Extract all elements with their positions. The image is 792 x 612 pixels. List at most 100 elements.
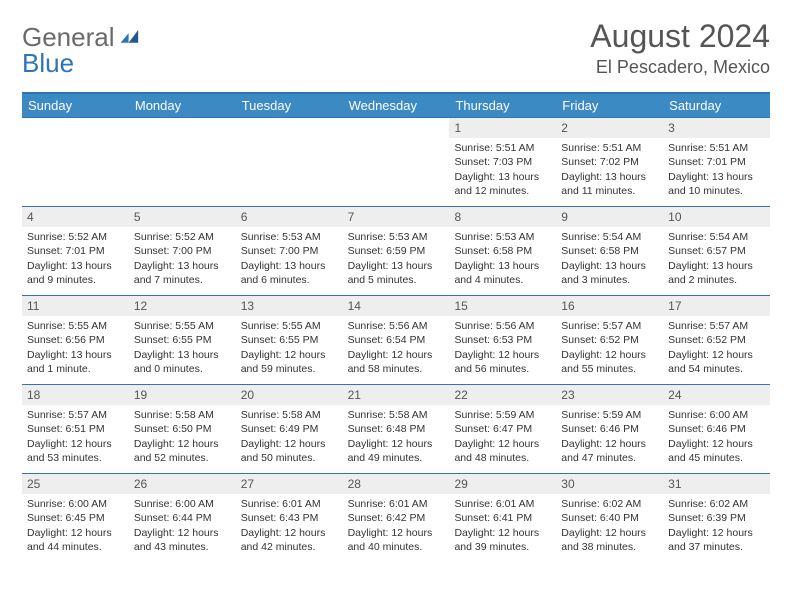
detail-line: Sunrise: 5:59 AM xyxy=(561,408,658,422)
detail-line: Daylight: 13 hours xyxy=(27,259,124,273)
detail-line: Sunset: 6:40 PM xyxy=(561,511,658,525)
day-number: 7 xyxy=(343,207,450,227)
day-cell: 22Sunrise: 5:59 AMSunset: 6:47 PMDayligh… xyxy=(449,385,556,473)
detail-line: Sunset: 6:50 PM xyxy=(134,422,231,436)
detail-line: and 58 minutes. xyxy=(348,362,445,376)
detail-line: and 45 minutes. xyxy=(668,451,765,465)
detail-line: Sunrise: 5:52 AM xyxy=(27,230,124,244)
day-number: 26 xyxy=(129,474,236,494)
detail-line: Daylight: 12 hours xyxy=(561,437,658,451)
day-cell: 4Sunrise: 5:52 AMSunset: 7:01 PMDaylight… xyxy=(22,207,129,295)
day-details: Sunrise: 5:52 AMSunset: 7:01 PMDaylight:… xyxy=(22,227,129,292)
detail-line: Daylight: 12 hours xyxy=(348,437,445,451)
day-number: 10 xyxy=(663,207,770,227)
detail-line: Daylight: 12 hours xyxy=(241,437,338,451)
day-cell: 25Sunrise: 6:00 AMSunset: 6:45 PMDayligh… xyxy=(22,474,129,562)
detail-line: Daylight: 12 hours xyxy=(454,348,551,362)
detail-line: Sunset: 7:01 PM xyxy=(27,244,124,258)
day-cell: 6Sunrise: 5:53 AMSunset: 7:00 PMDaylight… xyxy=(236,207,343,295)
detail-line: and 0 minutes. xyxy=(134,362,231,376)
day-details: Sunrise: 6:01 AMSunset: 6:42 PMDaylight:… xyxy=(343,494,450,559)
day-number: 23 xyxy=(556,385,663,405)
week-row: 4Sunrise: 5:52 AMSunset: 7:01 PMDaylight… xyxy=(22,206,770,295)
detail-line: Sunset: 6:47 PM xyxy=(454,422,551,436)
day-number: 5 xyxy=(129,207,236,227)
week-row: 11Sunrise: 5:55 AMSunset: 6:56 PMDayligh… xyxy=(22,295,770,384)
day-cell: 30Sunrise: 6:02 AMSunset: 6:40 PMDayligh… xyxy=(556,474,663,562)
day-cell: 5Sunrise: 5:52 AMSunset: 7:00 PMDaylight… xyxy=(129,207,236,295)
detail-line: Sunset: 6:58 PM xyxy=(561,244,658,258)
detail-line: Sunset: 6:52 PM xyxy=(561,333,658,347)
detail-line: Sunrise: 6:02 AM xyxy=(561,497,658,511)
detail-line: and 53 minutes. xyxy=(27,451,124,465)
detail-line: Daylight: 12 hours xyxy=(348,348,445,362)
detail-line: Daylight: 12 hours xyxy=(241,526,338,540)
detail-line: and 42 minutes. xyxy=(241,540,338,554)
day-details: Sunrise: 5:55 AMSunset: 6:56 PMDaylight:… xyxy=(22,316,129,381)
detail-line: Sunrise: 5:58 AM xyxy=(134,408,231,422)
detail-line: Daylight: 12 hours xyxy=(561,348,658,362)
day-details: Sunrise: 5:55 AMSunset: 6:55 PMDaylight:… xyxy=(129,316,236,381)
detail-line: Daylight: 12 hours xyxy=(454,526,551,540)
day-number: 24 xyxy=(663,385,770,405)
day-details: Sunrise: 5:51 AMSunset: 7:03 PMDaylight:… xyxy=(449,138,556,203)
dow-header: Monday xyxy=(129,94,236,117)
detail-line: Sunrise: 6:00 AM xyxy=(668,408,765,422)
day-number: 14 xyxy=(343,296,450,316)
detail-line: Sunset: 6:55 PM xyxy=(134,333,231,347)
detail-line: Daylight: 12 hours xyxy=(561,526,658,540)
detail-line: Sunrise: 5:57 AM xyxy=(668,319,765,333)
day-cell: 15Sunrise: 5:56 AMSunset: 6:53 PMDayligh… xyxy=(449,296,556,384)
detail-line: Sunrise: 5:53 AM xyxy=(454,230,551,244)
day-cell: 7Sunrise: 5:53 AMSunset: 6:59 PMDaylight… xyxy=(343,207,450,295)
detail-line: Sunrise: 5:59 AM xyxy=(454,408,551,422)
detail-line: and 9 minutes. xyxy=(27,273,124,287)
detail-line: Sunrise: 5:51 AM xyxy=(668,141,765,155)
day-number: 29 xyxy=(449,474,556,494)
logo: GeneralBlue xyxy=(22,18,143,76)
day-details: Sunrise: 6:00 AMSunset: 6:46 PMDaylight:… xyxy=(663,405,770,470)
day-number: 2 xyxy=(556,118,663,138)
detail-line: and 59 minutes. xyxy=(241,362,338,376)
detail-line: Sunset: 6:59 PM xyxy=(348,244,445,258)
day-details: Sunrise: 5:51 AMSunset: 7:01 PMDaylight:… xyxy=(663,138,770,203)
detail-line: Sunrise: 5:55 AM xyxy=(241,319,338,333)
week-row: 1Sunrise: 5:51 AMSunset: 7:03 PMDaylight… xyxy=(22,117,770,206)
day-cell: 31Sunrise: 6:02 AMSunset: 6:39 PMDayligh… xyxy=(663,474,770,562)
detail-line: Daylight: 12 hours xyxy=(27,437,124,451)
day-cell: 10Sunrise: 5:54 AMSunset: 6:57 PMDayligh… xyxy=(663,207,770,295)
detail-line: Sunrise: 5:55 AM xyxy=(134,319,231,333)
detail-line: and 6 minutes. xyxy=(241,273,338,287)
day-number: 21 xyxy=(343,385,450,405)
day-number: 11 xyxy=(22,296,129,316)
day-details: Sunrise: 6:00 AMSunset: 6:44 PMDaylight:… xyxy=(129,494,236,559)
detail-line: Sunrise: 5:54 AM xyxy=(561,230,658,244)
day-number: 27 xyxy=(236,474,343,494)
day-number: 15 xyxy=(449,296,556,316)
detail-line: Sunset: 6:51 PM xyxy=(27,422,124,436)
day-number: 25 xyxy=(22,474,129,494)
dow-header: Sunday xyxy=(22,94,129,117)
day-number: 19 xyxy=(129,385,236,405)
day-details: Sunrise: 5:58 AMSunset: 6:50 PMDaylight:… xyxy=(129,405,236,470)
detail-line: Sunset: 6:49 PM xyxy=(241,422,338,436)
detail-line: Sunset: 7:00 PM xyxy=(134,244,231,258)
detail-line: and 2 minutes. xyxy=(668,273,765,287)
day-details: Sunrise: 5:53 AMSunset: 6:59 PMDaylight:… xyxy=(343,227,450,292)
detail-line: Daylight: 12 hours xyxy=(241,348,338,362)
day-cell: 8Sunrise: 5:53 AMSunset: 6:58 PMDaylight… xyxy=(449,207,556,295)
detail-line: Daylight: 13 hours xyxy=(134,259,231,273)
day-number: 6 xyxy=(236,207,343,227)
day-details: Sunrise: 5:53 AMSunset: 6:58 PMDaylight:… xyxy=(449,227,556,292)
day-details: Sunrise: 5:52 AMSunset: 7:00 PMDaylight:… xyxy=(129,227,236,292)
day-cell: 18Sunrise: 5:57 AMSunset: 6:51 PMDayligh… xyxy=(22,385,129,473)
detail-line: Sunset: 6:41 PM xyxy=(454,511,551,525)
day-cell: 12Sunrise: 5:55 AMSunset: 6:55 PMDayligh… xyxy=(129,296,236,384)
detail-line: Sunrise: 5:55 AM xyxy=(27,319,124,333)
day-cell: 21Sunrise: 5:58 AMSunset: 6:48 PMDayligh… xyxy=(343,385,450,473)
day-number: 9 xyxy=(556,207,663,227)
detail-line: and 44 minutes. xyxy=(27,540,124,554)
day-cell: 20Sunrise: 5:58 AMSunset: 6:49 PMDayligh… xyxy=(236,385,343,473)
day-details: Sunrise: 6:00 AMSunset: 6:45 PMDaylight:… xyxy=(22,494,129,559)
day-details: Sunrise: 5:57 AMSunset: 6:51 PMDaylight:… xyxy=(22,405,129,470)
